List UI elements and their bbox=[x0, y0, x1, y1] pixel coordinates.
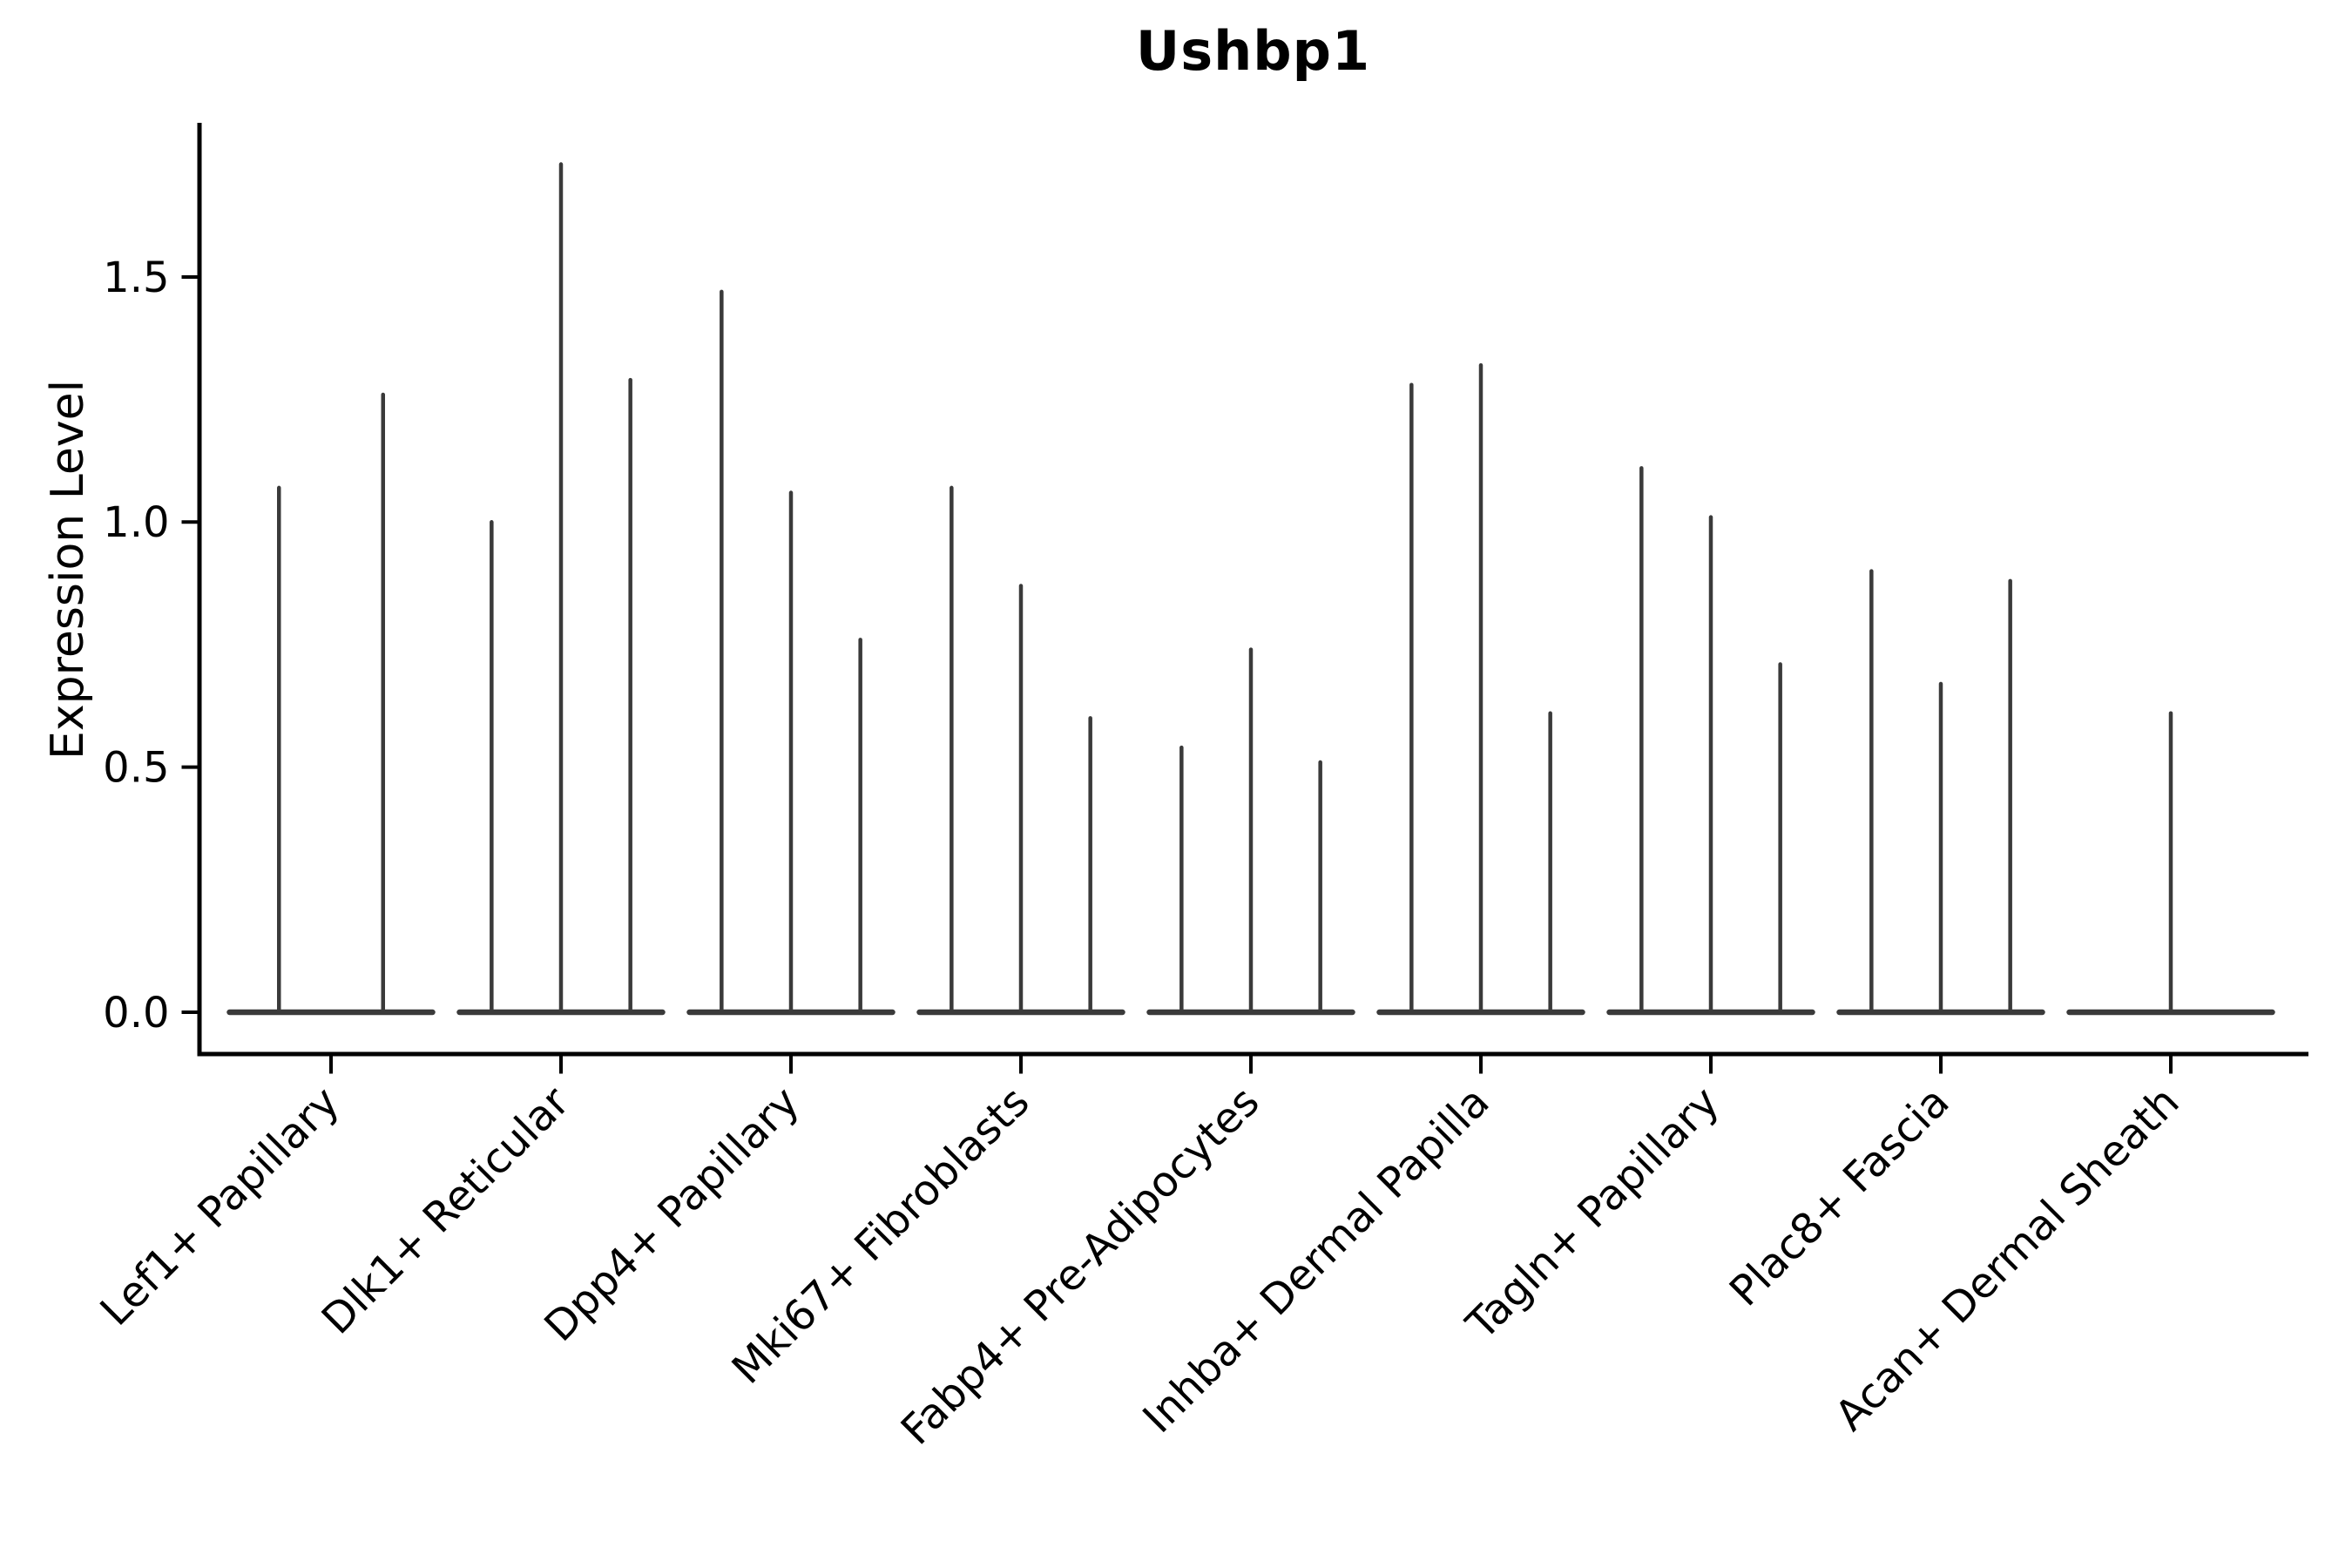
x-tick-label: Dpp4+ Papillary bbox=[535, 1078, 808, 1351]
y-tick-label: 1.0 bbox=[103, 498, 169, 547]
y-tick-label: 1.5 bbox=[103, 253, 169, 302]
x-tick-label: Tagln+ Papillary bbox=[1456, 1078, 1728, 1349]
y-tick-label: 0.0 bbox=[103, 989, 169, 1037]
y-tick-label: 0.5 bbox=[103, 743, 169, 792]
x-tick-label: Lef1+ Papillary bbox=[91, 1078, 349, 1335]
plot-title: Ushbp1 bbox=[1135, 19, 1371, 83]
x-tick-label: Dlk1+ Reticular bbox=[313, 1078, 579, 1344]
x-tick-label: Plac8+ Fascia bbox=[1720, 1078, 1959, 1316]
